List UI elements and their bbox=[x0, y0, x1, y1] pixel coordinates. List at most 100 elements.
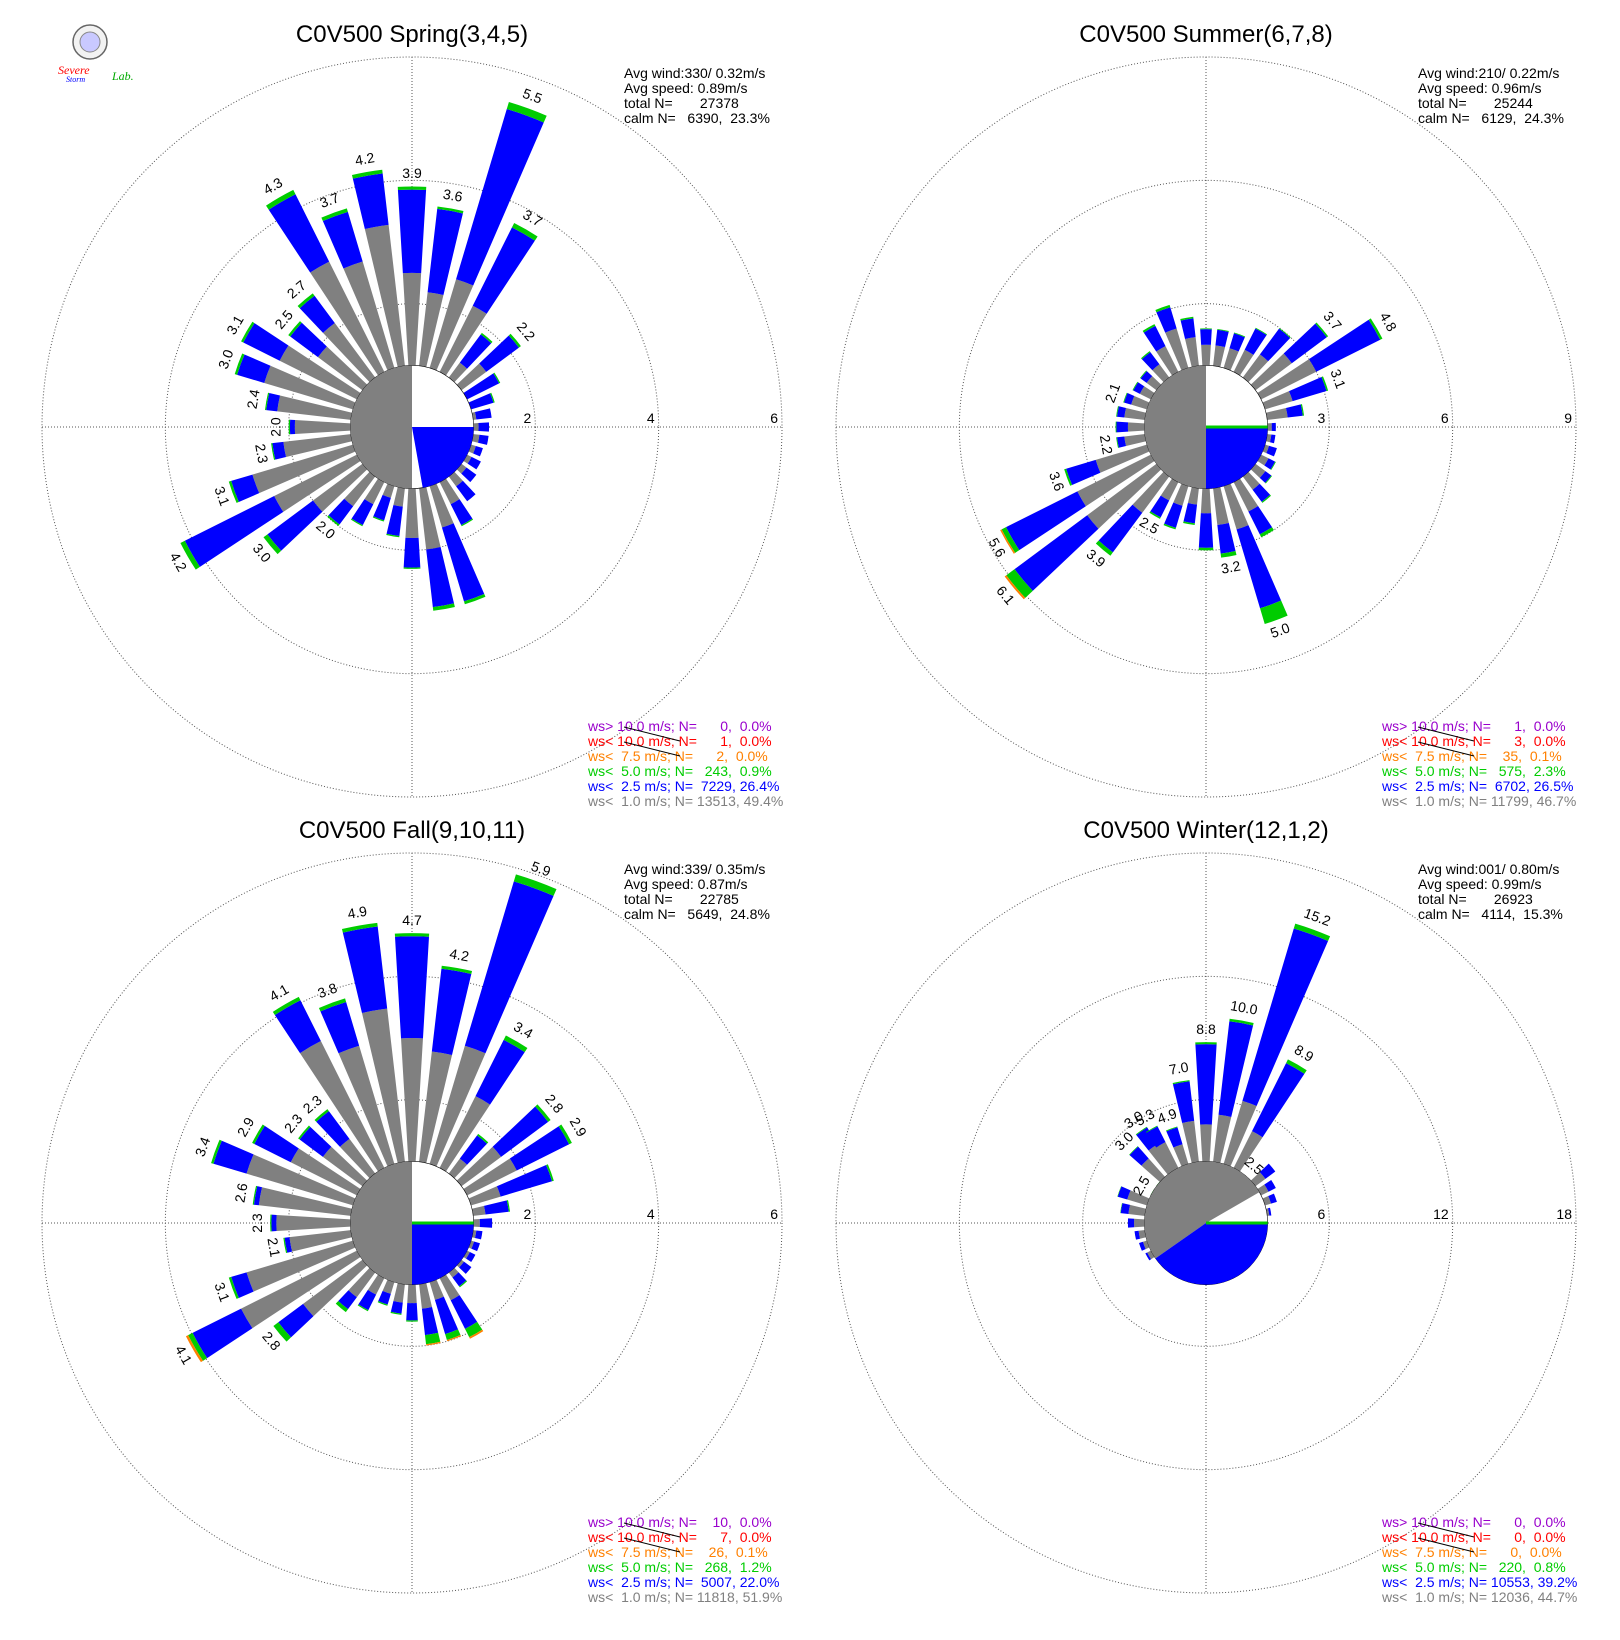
petal-green-segment bbox=[1141, 351, 1151, 360]
petal-green-segment bbox=[350, 518, 363, 527]
petal-calm-segment bbox=[419, 1051, 453, 1164]
petal-blue-segment bbox=[378, 1290, 391, 1305]
petal-blue-segment bbox=[272, 441, 287, 460]
petal-calm-segment bbox=[393, 486, 405, 507]
petal-green-segment bbox=[263, 534, 282, 555]
petal-blue-segment bbox=[1014, 515, 1099, 591]
legend-entry: ws< 7.5 m/s; N= 0, 0.0% bbox=[1381, 1544, 1562, 1560]
petal-label: 2.3 bbox=[281, 1111, 306, 1136]
petal-blue-segment bbox=[421, 1306, 439, 1336]
petal-green-segment bbox=[397, 186, 427, 191]
petal-blue-segment bbox=[213, 1140, 254, 1174]
petal-calm-segment bbox=[1185, 337, 1199, 368]
stats-line: calm N= 6129, 24.3% bbox=[1418, 110, 1564, 126]
petal-green-segment bbox=[1321, 376, 1329, 392]
petal-blue-segment bbox=[1271, 422, 1276, 432]
petal-green-segment bbox=[1095, 540, 1113, 556]
calm-blue-sector bbox=[412, 1223, 474, 1285]
ring-label: 6 bbox=[1441, 410, 1449, 426]
petal bbox=[468, 392, 495, 410]
petal-calm-segment bbox=[323, 323, 376, 383]
petal-calm-segment bbox=[264, 365, 356, 410]
petal-calm-segment bbox=[1173, 1144, 1189, 1167]
petal-label: 4.2 bbox=[354, 149, 376, 168]
petal-calm-segment bbox=[1262, 391, 1293, 410]
petal-calm-segment bbox=[473, 423, 479, 431]
petal-blue-segment bbox=[1285, 404, 1303, 418]
petal-calm-segment bbox=[1148, 1144, 1174, 1175]
petal-label: 4.1 bbox=[267, 981, 292, 1005]
petal-calm-segment bbox=[1223, 348, 1239, 371]
petal: 2.0 bbox=[267, 417, 351, 437]
petal-calm-segment bbox=[382, 483, 395, 498]
petal bbox=[390, 1282, 405, 1315]
petal-blue-segment bbox=[456, 480, 476, 502]
petal-green-segment bbox=[314, 1109, 329, 1122]
petal bbox=[372, 483, 395, 522]
petal bbox=[1163, 483, 1189, 530]
petal bbox=[1250, 463, 1273, 484]
petal-calm-segment bbox=[1213, 486, 1229, 526]
petal-calm-segment bbox=[1250, 353, 1292, 391]
petal-blue-segment bbox=[1244, 328, 1267, 355]
petal-blue-segment bbox=[1150, 495, 1170, 518]
petal-label: 2.6 bbox=[231, 1182, 250, 1204]
petal-blue-segment bbox=[1242, 928, 1329, 1107]
petal-calm-segment bbox=[1233, 349, 1254, 376]
petal-calm-segment bbox=[348, 1267, 376, 1298]
petal bbox=[448, 332, 493, 383]
petal-green-segment bbox=[1001, 527, 1020, 553]
petal-green-segment bbox=[1255, 327, 1268, 336]
stats-line: Avg wind:210/ 0.22m/s bbox=[1418, 65, 1559, 81]
petal-label: 2.3 bbox=[249, 1213, 265, 1233]
petal bbox=[1198, 488, 1214, 551]
logo-text-severe: Severe bbox=[58, 63, 90, 77]
petal-label: 3.8 bbox=[315, 979, 339, 1001]
calm-gray-sector bbox=[1144, 1161, 1260, 1259]
petal-green-segment bbox=[1198, 547, 1214, 551]
petal-green-segment bbox=[1293, 923, 1331, 941]
stats-line: calm N= 5649, 24.8% bbox=[624, 906, 770, 922]
petal: 3.1 bbox=[1262, 367, 1349, 410]
petal-blue-segment bbox=[452, 1272, 467, 1287]
petal-calm-segment bbox=[463, 454, 472, 464]
petal-calm-segment bbox=[1250, 463, 1266, 478]
legend-entry: ws< 5.0 m/s; N= 243, 0.9% bbox=[587, 763, 772, 779]
petal-blue-segment bbox=[1139, 1241, 1146, 1251]
petal-blue-segment bbox=[1066, 459, 1101, 485]
petal-label: 3.9 bbox=[402, 165, 422, 181]
petal: 3.2 bbox=[1213, 486, 1242, 577]
petal-green-segment bbox=[463, 593, 486, 605]
petal-calm-segment bbox=[1134, 1218, 1145, 1228]
petal-blue-segment bbox=[1127, 1218, 1135, 1228]
petal bbox=[1134, 1230, 1147, 1240]
petal-green-segment bbox=[1129, 1146, 1139, 1156]
petal bbox=[377, 1279, 395, 1306]
petal-label: 2.3 bbox=[300, 1092, 325, 1117]
petal-blue-segment bbox=[1308, 319, 1381, 372]
petal: 10.0 bbox=[1213, 997, 1259, 1164]
legend-entry: ws< 1.0 m/s; N= 11818, 51.9% bbox=[587, 1589, 782, 1605]
petal bbox=[1141, 351, 1170, 383]
petal-calm-segment bbox=[471, 1205, 486, 1216]
petal-green-segment bbox=[465, 1321, 483, 1338]
petal-calm-segment bbox=[1138, 1230, 1147, 1239]
petal: 3.0 bbox=[215, 347, 356, 410]
petal-green-segment bbox=[1229, 1018, 1254, 1026]
petal-green-segment bbox=[272, 996, 301, 1016]
petal-label: 4.9 bbox=[1155, 1105, 1179, 1127]
petal-blue-segment bbox=[231, 474, 260, 502]
petal-blue-segment bbox=[431, 968, 472, 1056]
petal bbox=[1180, 316, 1199, 368]
petal-calm-segment bbox=[274, 454, 361, 512]
ring-label: 18 bbox=[1556, 1206, 1572, 1222]
petal-green-segment bbox=[341, 922, 378, 933]
petal: 8.8 bbox=[1195, 1021, 1217, 1162]
petal-label: 3.0 bbox=[1111, 1128, 1136, 1153]
petal-label: 2.0 bbox=[267, 417, 283, 437]
wind-rose-panel: C0V500 Spring(3,4,5) 2 4 6 3.9 3.6 5.5 3.7 2.2 2.… bbox=[41, 21, 783, 809]
petal-blue-segment bbox=[192, 1308, 253, 1359]
petal-blue-segment bbox=[426, 546, 455, 608]
petal-blue-segment bbox=[1140, 371, 1153, 383]
petal-blue-segment bbox=[427, 208, 463, 296]
